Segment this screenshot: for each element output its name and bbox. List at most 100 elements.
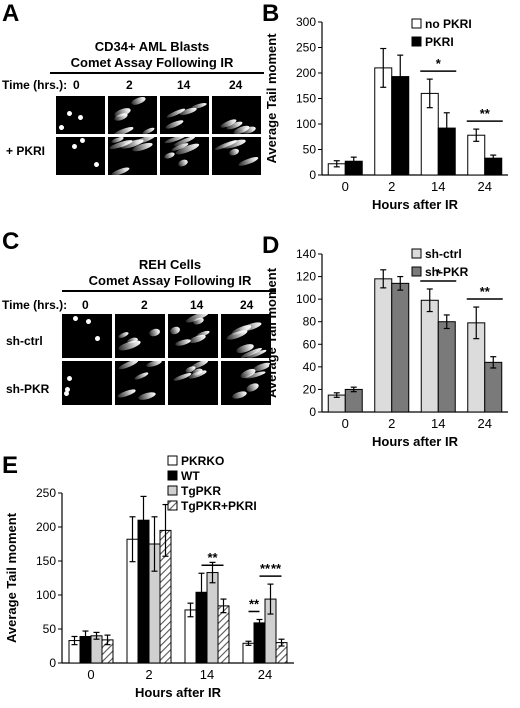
legend-swatch-PKRI <box>411 36 422 47</box>
y-axis-label: Average Tail moment <box>264 33 279 164</box>
legend-label-sh-PKR: sh-PKR <box>425 265 469 279</box>
bar-sh-ctrl-2 <box>374 278 393 413</box>
comet-spot <box>228 147 241 157</box>
comet-spot <box>168 324 181 335</box>
comet-spot <box>72 315 80 322</box>
legend-swatch-WT <box>167 470 178 481</box>
panel-letter-a: A <box>2 0 20 27</box>
comet-image-r1-c2 <box>160 137 209 175</box>
bar-sh-PKR-24 <box>484 361 503 413</box>
legend-label-TgPKR: TgPKR <box>181 484 221 498</box>
y-tick-label: 80 <box>303 315 317 329</box>
x-tick-label: 2 <box>145 667 152 682</box>
comet-spot <box>145 361 163 369</box>
panel-a-time-2: 2 <box>126 78 133 92</box>
comet-image-r1-c0 <box>62 361 112 405</box>
panel-c-time-14: 14 <box>190 298 204 312</box>
x-tick-label: 0 <box>342 179 349 194</box>
x-tick-label: 24 <box>478 179 492 194</box>
comet-image-r1-c3 <box>221 361 271 405</box>
legend-swatch-sh-PKR <box>411 266 422 277</box>
comet-spot <box>117 388 137 399</box>
y-tick-label: 200 <box>36 520 56 534</box>
significance-marker: ** <box>249 596 260 611</box>
panel-c-time-label: Time (hrs.): <box>2 298 68 312</box>
comet-spot <box>70 143 78 150</box>
y-tick-label: 250 <box>36 486 56 500</box>
y-tick-label: 0 <box>309 405 316 419</box>
panel-a-title-underline <box>50 72 264 74</box>
y-tick-label: 50 <box>303 143 317 157</box>
panel-c-title-line1: REH Cells <box>138 257 202 272</box>
comet-spot <box>231 389 248 401</box>
x-tick-label: 14 <box>431 179 445 194</box>
panel-letter-d: D <box>262 232 280 259</box>
comet-image-r1-c1 <box>115 361 165 405</box>
panel-c-row-label-sh-ctrl: sh-ctrl <box>6 334 43 348</box>
comet-spot <box>141 126 156 134</box>
panel-a-time-14: 14 <box>177 78 191 92</box>
y-tick-label: 200 <box>296 66 316 80</box>
comet-image-r0-c2 <box>168 314 218 358</box>
comet-spot <box>76 113 84 121</box>
y-tick-label: 140 <box>296 247 316 261</box>
x-tick-label: 2 <box>388 416 395 431</box>
bar-PKRKO-24 <box>242 642 255 664</box>
legend-swatch-TgPKR <box>167 485 178 496</box>
comet-spot <box>93 160 100 168</box>
x-tick-label: 24 <box>478 416 492 431</box>
bar-sh-PKR-0 <box>344 388 363 413</box>
bar-TgPKR+PKRI-14 <box>217 605 230 664</box>
panel-a-time-0: 0 <box>73 78 80 92</box>
bar-PKRKO-14 <box>184 609 197 664</box>
legend-label-sh-ctrl: sh-ctrl <box>425 247 462 261</box>
comet-image-r1-c0 <box>56 137 105 175</box>
panel-c-title-line2: Comet Assay Following IR <box>88 273 252 288</box>
y-tick-label: 300 <box>296 15 316 29</box>
y-axis-label: Average Tail moment <box>4 512 19 643</box>
comet-spot <box>66 109 73 117</box>
legend-label-TgPKR+PKRI: TgPKR+PKRI <box>181 499 257 513</box>
y-tick-label: 60 <box>303 337 317 351</box>
panel-letter-b: B <box>262 0 280 27</box>
comet-spot <box>94 335 101 343</box>
bar-TgPKR-0 <box>90 635 103 664</box>
y-tick-label: 50 <box>43 622 57 636</box>
bar-sh-PKR-2 <box>391 282 410 413</box>
comet-spot <box>85 318 92 325</box>
panel-c-time-0: 0 <box>82 298 89 312</box>
comet-image-r0-c3 <box>221 314 271 358</box>
x-tick-label: 0 <box>342 416 349 431</box>
panel-letter-e: E <box>2 452 19 479</box>
comet-image-r0-c0 <box>56 96 105 134</box>
comet-spot <box>64 385 71 393</box>
panel-c-time-24: 24 <box>240 298 254 312</box>
comet-image-r0-c1 <box>108 96 157 134</box>
comet-spot <box>137 390 157 402</box>
comet-spot <box>164 118 184 130</box>
x-axis-label: Hours after IR <box>372 197 459 212</box>
legend-label-WT: WT <box>181 469 200 483</box>
comet-image-r0-c1 <box>115 314 165 358</box>
y-tick-label: 150 <box>296 92 316 106</box>
panel-c-time-2: 2 <box>141 298 148 312</box>
significance-marker: ** <box>260 561 271 576</box>
comet-image-r1-c3 <box>212 137 261 175</box>
comet-spot <box>79 137 87 144</box>
y-tick-label: 120 <box>296 270 316 284</box>
bar-sh-ctrl-14 <box>420 299 439 413</box>
panel-a-row-label-pkri: + PKRI <box>6 144 46 158</box>
y-tick-label: 0 <box>49 656 56 670</box>
panel-a-time-label: Time (hrs.): <box>2 78 68 92</box>
y-tick-label: 100 <box>296 292 316 306</box>
y-tick-label: 150 <box>36 554 56 568</box>
significance-marker: ** <box>480 106 491 121</box>
panel-letter-c: C <box>2 228 20 255</box>
y-axis-label: Average Tail moment <box>264 267 279 398</box>
y-tick-label: 20 <box>303 382 317 396</box>
x-axis-label: Hours after IR <box>135 685 222 700</box>
significance-marker: ** <box>207 550 218 565</box>
bar-WT-24 <box>253 622 266 664</box>
